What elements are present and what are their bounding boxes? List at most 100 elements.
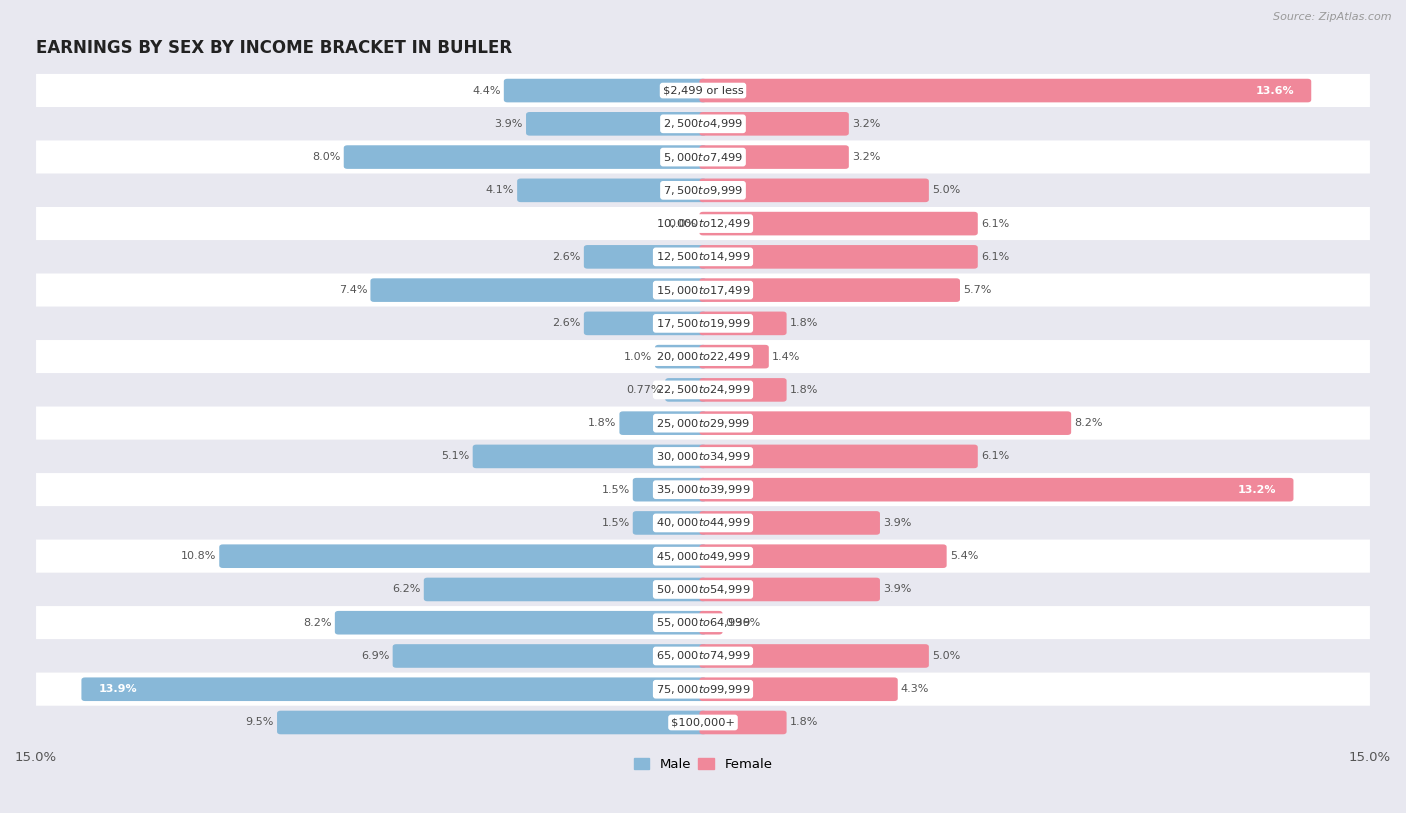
- Text: 3.9%: 3.9%: [883, 585, 911, 594]
- FancyBboxPatch shape: [699, 112, 849, 136]
- Text: 4.1%: 4.1%: [485, 185, 515, 195]
- FancyBboxPatch shape: [699, 212, 977, 236]
- Text: 1.8%: 1.8%: [790, 718, 818, 728]
- FancyBboxPatch shape: [82, 677, 707, 701]
- Text: $65,000 to $74,999: $65,000 to $74,999: [655, 650, 751, 663]
- Text: 3.2%: 3.2%: [852, 152, 880, 162]
- FancyBboxPatch shape: [699, 478, 1294, 502]
- Text: 1.4%: 1.4%: [772, 352, 800, 362]
- Text: EARNINGS BY SEX BY INCOME BRACKET IN BUHLER: EARNINGS BY SEX BY INCOME BRACKET IN BUH…: [37, 39, 512, 58]
- Text: 2.6%: 2.6%: [553, 252, 581, 262]
- FancyBboxPatch shape: [517, 179, 707, 202]
- FancyBboxPatch shape: [37, 74, 1369, 107]
- FancyBboxPatch shape: [37, 340, 1369, 373]
- FancyBboxPatch shape: [583, 245, 707, 268]
- FancyBboxPatch shape: [526, 112, 707, 136]
- Text: $30,000 to $34,999: $30,000 to $34,999: [655, 450, 751, 463]
- Text: $20,000 to $22,499: $20,000 to $22,499: [655, 350, 751, 363]
- FancyBboxPatch shape: [37, 706, 1369, 739]
- Text: 6.2%: 6.2%: [392, 585, 420, 594]
- FancyBboxPatch shape: [620, 411, 707, 435]
- Text: $50,000 to $54,999: $50,000 to $54,999: [655, 583, 751, 596]
- Text: 1.8%: 1.8%: [588, 418, 616, 428]
- Legend: Male, Female: Male, Female: [628, 753, 778, 776]
- FancyBboxPatch shape: [37, 506, 1369, 540]
- FancyBboxPatch shape: [370, 278, 707, 302]
- FancyBboxPatch shape: [37, 473, 1369, 506]
- Text: 5.0%: 5.0%: [932, 651, 960, 661]
- Text: $35,000 to $39,999: $35,000 to $39,999: [655, 483, 751, 496]
- FancyBboxPatch shape: [699, 711, 786, 734]
- Text: 0.36%: 0.36%: [725, 618, 761, 628]
- Text: 5.4%: 5.4%: [950, 551, 979, 561]
- FancyBboxPatch shape: [37, 307, 1369, 340]
- FancyBboxPatch shape: [37, 606, 1369, 639]
- FancyBboxPatch shape: [699, 378, 786, 402]
- FancyBboxPatch shape: [37, 273, 1369, 307]
- FancyBboxPatch shape: [583, 311, 707, 335]
- Text: 8.0%: 8.0%: [312, 152, 340, 162]
- Text: 6.1%: 6.1%: [981, 252, 1010, 262]
- Text: 9.5%: 9.5%: [246, 718, 274, 728]
- Text: $40,000 to $44,999: $40,000 to $44,999: [655, 516, 751, 529]
- FancyBboxPatch shape: [699, 345, 769, 368]
- FancyBboxPatch shape: [665, 378, 707, 402]
- FancyBboxPatch shape: [277, 711, 707, 734]
- Text: 6.1%: 6.1%: [981, 451, 1010, 462]
- Text: 3.2%: 3.2%: [852, 119, 880, 128]
- FancyBboxPatch shape: [37, 440, 1369, 473]
- FancyBboxPatch shape: [503, 79, 707, 102]
- FancyBboxPatch shape: [699, 644, 929, 667]
- FancyBboxPatch shape: [633, 511, 707, 535]
- FancyBboxPatch shape: [392, 644, 707, 667]
- Text: 0.0%: 0.0%: [668, 219, 696, 228]
- FancyBboxPatch shape: [37, 107, 1369, 141]
- FancyBboxPatch shape: [699, 245, 977, 268]
- Text: 1.8%: 1.8%: [790, 385, 818, 395]
- Text: 5.7%: 5.7%: [963, 285, 991, 295]
- FancyBboxPatch shape: [699, 79, 1312, 102]
- Text: $2,500 to $4,999: $2,500 to $4,999: [664, 117, 742, 130]
- FancyBboxPatch shape: [699, 179, 929, 202]
- Text: $2,499 or less: $2,499 or less: [662, 85, 744, 96]
- FancyBboxPatch shape: [37, 141, 1369, 174]
- Text: $12,500 to $14,999: $12,500 to $14,999: [655, 250, 751, 263]
- FancyBboxPatch shape: [699, 146, 849, 169]
- FancyBboxPatch shape: [343, 146, 707, 169]
- FancyBboxPatch shape: [219, 545, 707, 568]
- Text: 6.9%: 6.9%: [361, 651, 389, 661]
- FancyBboxPatch shape: [633, 478, 707, 502]
- FancyBboxPatch shape: [699, 411, 1071, 435]
- Text: 0.77%: 0.77%: [627, 385, 662, 395]
- Text: $17,500 to $19,999: $17,500 to $19,999: [655, 317, 751, 330]
- Text: 1.5%: 1.5%: [602, 518, 630, 528]
- FancyBboxPatch shape: [37, 672, 1369, 706]
- Text: $75,000 to $99,999: $75,000 to $99,999: [655, 683, 751, 696]
- FancyBboxPatch shape: [37, 373, 1369, 406]
- Text: $25,000 to $29,999: $25,000 to $29,999: [655, 416, 751, 429]
- Text: $22,500 to $24,999: $22,500 to $24,999: [655, 384, 751, 397]
- Text: Source: ZipAtlas.com: Source: ZipAtlas.com: [1274, 12, 1392, 22]
- Text: 3.9%: 3.9%: [883, 518, 911, 528]
- FancyBboxPatch shape: [699, 445, 977, 468]
- Text: 13.6%: 13.6%: [1256, 85, 1295, 96]
- FancyBboxPatch shape: [655, 345, 707, 368]
- Text: 3.9%: 3.9%: [495, 119, 523, 128]
- Text: 2.6%: 2.6%: [553, 319, 581, 328]
- Text: $45,000 to $49,999: $45,000 to $49,999: [655, 550, 751, 563]
- FancyBboxPatch shape: [37, 207, 1369, 240]
- FancyBboxPatch shape: [699, 311, 786, 335]
- Text: 1.0%: 1.0%: [624, 352, 652, 362]
- Text: $55,000 to $64,999: $55,000 to $64,999: [655, 616, 751, 629]
- FancyBboxPatch shape: [37, 174, 1369, 207]
- Text: 4.3%: 4.3%: [901, 685, 929, 694]
- Text: $15,000 to $17,499: $15,000 to $17,499: [655, 284, 751, 297]
- FancyBboxPatch shape: [699, 578, 880, 602]
- Text: 5.1%: 5.1%: [441, 451, 470, 462]
- Text: 1.5%: 1.5%: [602, 485, 630, 494]
- FancyBboxPatch shape: [423, 578, 707, 602]
- Text: 7.4%: 7.4%: [339, 285, 367, 295]
- Text: $7,500 to $9,999: $7,500 to $9,999: [664, 184, 742, 197]
- FancyBboxPatch shape: [699, 677, 898, 701]
- Text: $10,000 to $12,499: $10,000 to $12,499: [655, 217, 751, 230]
